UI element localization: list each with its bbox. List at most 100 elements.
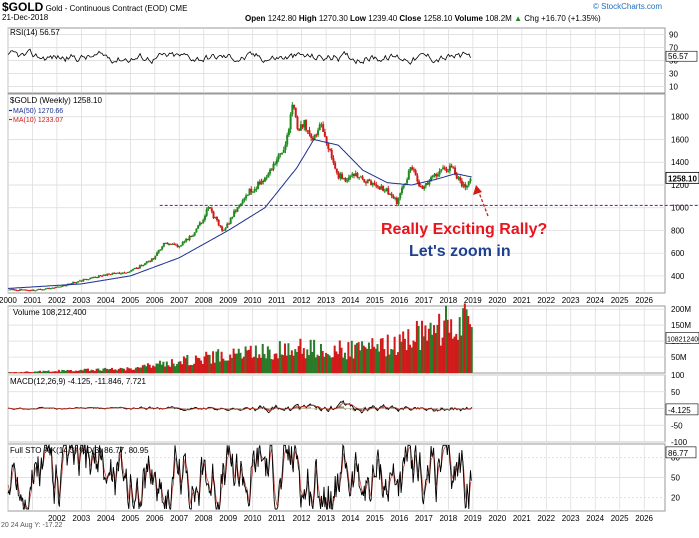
price-candle-body: [255, 188, 258, 190]
volume-bar: [170, 359, 173, 373]
price-candle-body: [390, 193, 393, 196]
price-candle-body: [428, 181, 431, 185]
price-candle-body: [106, 273, 109, 276]
volume-bar: [239, 352, 242, 373]
price-candle-body: [25, 289, 28, 291]
price-candle-body: [203, 215, 206, 220]
volume-tick-label-200: 200M: [671, 305, 691, 314]
macd-tick-label-50: 50: [671, 388, 680, 397]
volume-bar: [463, 303, 466, 373]
price-candle-body: [195, 228, 198, 233]
volume-bar: [16, 372, 19, 373]
price-candle-body: [87, 279, 90, 281]
volume-bar: [266, 346, 269, 373]
volume-bar: [44, 370, 47, 373]
rsi-tick-label-30: 30: [669, 70, 678, 79]
price-candle-body: [41, 289, 44, 291]
sto-x-label-2020: 2020: [488, 514, 506, 523]
price-candle-body: [238, 205, 241, 208]
price-x-label-2026: 2026: [635, 296, 653, 305]
price-x-label-2000: 2000: [0, 296, 17, 305]
sto-x-label-2022: 2022: [537, 514, 555, 523]
price-x-label-2015: 2015: [366, 296, 384, 305]
price-candle-body: [135, 267, 138, 269]
price-candle-body: [65, 285, 68, 287]
price-candle-body: [173, 243, 176, 245]
sto-x-label-2025: 2025: [611, 514, 629, 523]
volume-bar: [181, 364, 184, 373]
price-candle-body: [274, 163, 277, 165]
price-candle-body: [168, 243, 171, 245]
volume-bar: [263, 353, 266, 373]
price-candle-body: [376, 186, 379, 188]
volume-bar: [414, 341, 417, 373]
volume-bar: [383, 349, 386, 373]
volume-bar: [75, 370, 78, 373]
price-candle-body: [466, 185, 469, 188]
volume-bar: [258, 354, 261, 373]
price-candle-body: [262, 180, 265, 182]
price-candle-body: [334, 162, 337, 169]
sto-x-label-2009: 2009: [219, 514, 237, 523]
price-candle-body: [387, 188, 390, 195]
sto-tick-label-50: 50: [671, 474, 680, 483]
price-candle-body: [29, 290, 32, 292]
price-candle-body: [275, 159, 278, 164]
price-candle-body: [430, 177, 433, 182]
volume-bar: [42, 370, 45, 373]
price-candle-body: [60, 286, 63, 288]
volume-bar: [468, 324, 471, 373]
volume-bar: [105, 368, 108, 373]
volume-bar: [138, 367, 141, 373]
price-tick-label-1600: 1600: [671, 135, 689, 144]
header-date: 21-Dec-2018: [2, 13, 49, 22]
price-candle-body: [239, 203, 242, 206]
volume-bar: [215, 351, 218, 373]
volume-bar: [248, 349, 251, 373]
price-candle-body: [346, 180, 349, 182]
price-x-label-2007: 2007: [170, 296, 188, 305]
price-x-label-2021: 2021: [513, 296, 531, 305]
volume-bar: [385, 356, 388, 373]
price-candle-body: [344, 178, 347, 182]
price-candle-body: [358, 177, 361, 179]
price-candle-body: [248, 188, 251, 196]
price-candle-body: [157, 249, 160, 253]
price-candle-body: [243, 198, 246, 201]
sto-x-label-2010: 2010: [244, 514, 262, 523]
sto-x-label-2007: 2007: [170, 514, 188, 523]
price-x-label-2014: 2014: [342, 296, 360, 305]
volume-bar: [184, 358, 187, 373]
volume-bar: [133, 369, 136, 373]
legend-ma50: MA(50) 1270.66: [13, 108, 63, 115]
volume-bar: [282, 355, 285, 373]
volume-bar: [122, 368, 125, 373]
price-candle-body: [183, 241, 186, 243]
volume-bar: [309, 339, 312, 373]
price-candle-body: [447, 170, 450, 172]
volume-bar: [427, 328, 430, 373]
price-candle-body: [109, 274, 112, 276]
price-candle-body: [48, 288, 51, 290]
price-candle-body: [448, 165, 451, 171]
price-candle-body: [233, 210, 236, 217]
price-candle-body: [267, 173, 270, 178]
volume-current-label: 108212400: [667, 336, 699, 343]
volume-bar: [193, 363, 196, 373]
volume-bar: [287, 343, 290, 373]
price-x-label-2003: 2003: [72, 296, 90, 305]
volume-bar: [234, 353, 237, 373]
volume-bar: [445, 305, 447, 373]
price-x-label-2001: 2001: [23, 296, 41, 305]
volume-bar: [316, 354, 319, 373]
price-candle-body: [286, 135, 289, 145]
price-candle-body: [407, 170, 410, 180]
price-candle-body: [402, 185, 405, 188]
price-candle-body: [395, 197, 398, 204]
price-candle-body: [8, 289, 11, 291]
price-candle-body: [337, 172, 340, 179]
volume-bar: [278, 341, 281, 373]
price-candle-body: [361, 176, 364, 180]
price-candle-body: [212, 211, 215, 219]
sto-x-label-2019: 2019: [464, 514, 482, 523]
